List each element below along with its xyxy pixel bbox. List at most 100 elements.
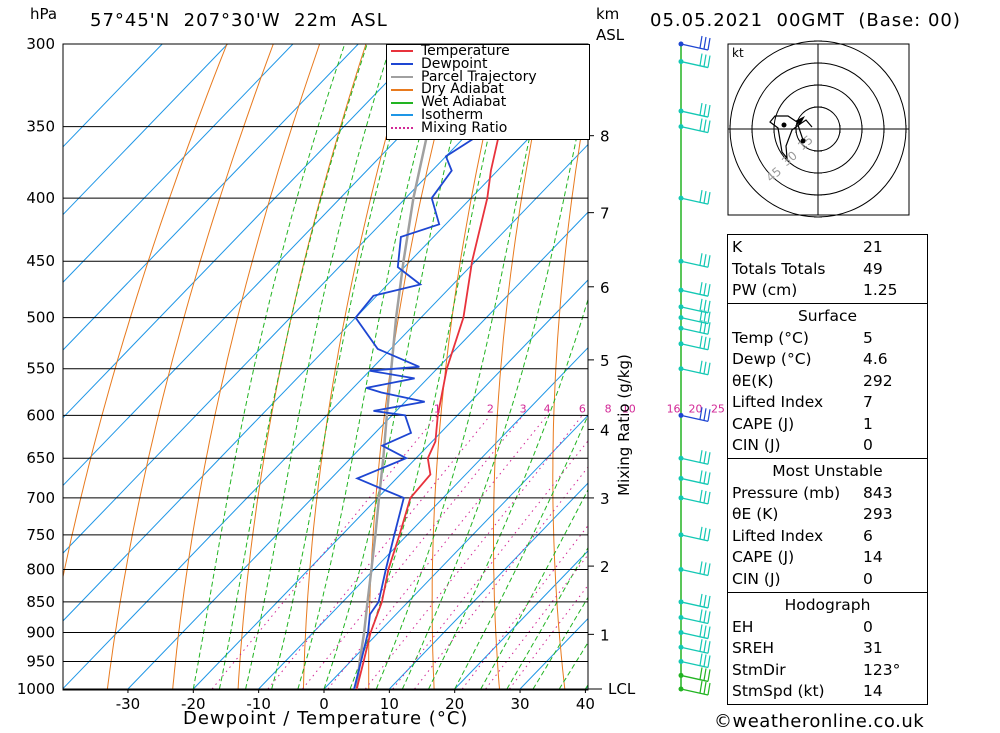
table-row: Dewp (°C) 4.6 <box>728 349 927 371</box>
wind-barb-flag <box>707 104 711 118</box>
wind-barb-flag <box>707 362 711 375</box>
table-row: StmDir 123° <box>728 660 927 682</box>
isotherm-line <box>63 143 588 690</box>
legend-label: Dewpoint <box>421 55 488 72</box>
wind-level-marker <box>678 124 684 130</box>
isotherm-line <box>258 346 588 690</box>
wind-barb-staff <box>680 110 709 118</box>
wind-barb-staff <box>680 568 709 577</box>
wind-barb-flag <box>707 255 711 268</box>
pressure-tick-label: 950 <box>26 653 55 671</box>
wind-barb-flag <box>699 639 703 652</box>
wind-barb-flag <box>699 526 703 539</box>
wind-barb-flag <box>703 640 707 653</box>
wind-barb-flag <box>707 563 711 576</box>
km-unit-label: km <box>596 5 620 23</box>
mixing-ratio-label: 2 <box>487 402 494 415</box>
pressure-tick-label: 700 <box>26 489 55 507</box>
wind-barb-staff <box>680 688 709 696</box>
wind-barb-staff <box>680 534 709 542</box>
dry-adiabat-line <box>921 44 1000 689</box>
table-row-value: 49 <box>863 259 883 278</box>
table-row: K 21 <box>728 237 927 259</box>
wind-barb-flag <box>703 299 707 312</box>
wet-adiabat-line <box>271 44 417 690</box>
wind-barb-staff <box>680 646 709 654</box>
table-row-value: 0 <box>863 436 873 454</box>
x-tick-label: -10 <box>246 695 271 713</box>
wind-barb-flag <box>699 489 703 503</box>
wind-barb-staff <box>680 317 709 325</box>
dry-adiabat-line <box>237 44 367 690</box>
wet-adiabat-line <box>428 297 588 690</box>
most-unstable-table: Most Unstable Pressure (mb) 843 θE (K) 293 L… <box>727 458 928 593</box>
wind-barb-flag <box>703 681 707 695</box>
mixing-ratio-label: 6 <box>579 402 586 415</box>
table-row-value: 6 <box>863 526 873 545</box>
table-row-label: CAPE (J) <box>732 548 795 566</box>
pressure-tick-label: 350 <box>26 118 55 136</box>
table-row-value: 14 <box>863 548 883 566</box>
table-row-label: StmDir <box>732 660 786 679</box>
table-row-value: 7 <box>863 393 873 411</box>
hodograph-point <box>781 122 787 128</box>
mixing-ratio-label: 20 <box>689 402 703 415</box>
wind-barb-flag <box>699 609 703 622</box>
wind-barb-flag <box>707 409 711 422</box>
isotherm-line <box>63 44 424 419</box>
wind-barb-flag <box>699 360 703 373</box>
pressure-tick-label: 850 <box>26 593 55 611</box>
isotherm-line <box>323 414 588 690</box>
wind-barb-flag <box>703 36 707 50</box>
wind-barb-flag <box>703 336 707 349</box>
wind-barb-flag <box>703 361 707 374</box>
table-row-value: 843 <box>863 483 893 502</box>
wind-barb-flag <box>707 322 711 335</box>
table-row-value: 31 <box>863 639 883 657</box>
legend-label: Isotherm <box>421 106 484 123</box>
wind-barb-flag <box>699 190 703 203</box>
wet-adiabat-line <box>401 80 588 690</box>
table-row-value: 293 <box>863 505 893 523</box>
table-row-value: 292 <box>863 371 893 390</box>
table-row-label: Totals Totals <box>732 259 826 278</box>
lcl-label: LCL <box>608 680 636 698</box>
km-tick-label: 7 <box>600 205 610 223</box>
legend-item: Dewpoint <box>387 55 589 72</box>
wind-barb-flag <box>707 37 711 51</box>
pressure-tick-label: 400 <box>26 189 55 207</box>
isotherm-line <box>63 44 294 283</box>
hodograph-title: Hodograph <box>784 596 871 614</box>
wind-barb-flag <box>699 298 703 311</box>
copyright-link[interactable]: ©weatheronline.co.uk <box>714 711 925 732</box>
wind-barb-staff <box>680 477 709 486</box>
hodograph-arrow <box>795 116 805 125</box>
pressure-tick-label: 1000 <box>17 680 55 698</box>
wind-barb-flag <box>707 528 711 541</box>
legend-swatch <box>391 101 413 104</box>
table-row: Lifted Index 7 <box>728 392 927 414</box>
wind-barb-flag <box>707 595 711 609</box>
table-row-value: 1 <box>863 414 873 433</box>
wind-barb-flag <box>699 653 703 666</box>
table-row: θE (K) 293 <box>728 504 927 526</box>
km-tick-label: 5 <box>600 352 610 370</box>
wind-barb-flag <box>699 335 703 348</box>
table-row-label: CAPE (J) <box>732 414 795 433</box>
wind-barb-flag <box>703 451 707 464</box>
mixing-ratio-label: 16 <box>667 402 681 415</box>
table-row: CIN (J) 0 <box>728 569 927 591</box>
wind-barb-staff <box>680 497 709 505</box>
legend-item: Wet Adiabat <box>387 95 589 109</box>
x-tick-label: 30 <box>511 695 530 713</box>
wet-adiabat-line <box>375 44 551 690</box>
legend-swatch <box>391 114 413 117</box>
pressure-tick-label: 550 <box>26 360 55 378</box>
table-row-label: CIN (J) <box>732 436 781 454</box>
wind-barb-flag <box>703 408 707 421</box>
wind-barb-staff <box>680 260 709 268</box>
wind-barb-staff <box>680 327 709 335</box>
table-row-label: Lifted Index <box>732 526 824 545</box>
mixing-ratio-label: 8 <box>605 402 612 415</box>
table-row-label: PW (cm) <box>732 281 798 299</box>
